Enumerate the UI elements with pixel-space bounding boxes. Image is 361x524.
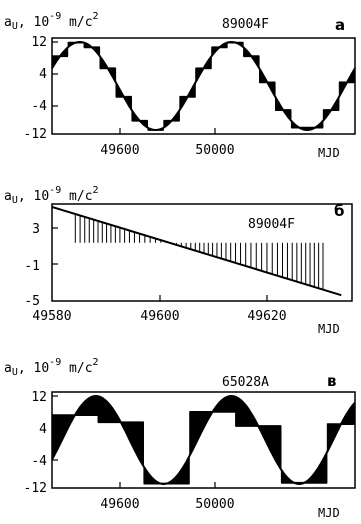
panel-c-yticks: 12 4 -4 -12: [24, 390, 58, 496]
panel-b-frame: [51, 203, 353, 302]
panel-a-xticks: 49600 50000: [100, 128, 235, 158]
panel-a-yticks: 12 4 -4 -12: [24, 35, 58, 142]
panel-a-step-series: [52, 41, 355, 131]
panel-a-object-label: 89004F: [222, 17, 269, 32]
panel-b-letter: б: [334, 202, 344, 220]
panel-b-ylabel: aU, 10-9 m/c2: [4, 185, 99, 206]
panel-c-ytick-12: 12: [31, 390, 47, 405]
panel-a-xtick-50000: 50000: [195, 143, 234, 158]
panel-a-sine-curve: [51, 41, 356, 131]
panel-c-step-series: [52, 410, 355, 485]
panel-b-trend-line: [51, 205, 342, 297]
panel-c-fill-series: [51, 395, 356, 485]
panel-b-xlabel: MJD: [318, 322, 340, 336]
panel-b: aU, 10-9 m/c2 89004F б 3 -1 -5 49580 496…: [4, 185, 353, 336]
panel-a-frame: [51, 37, 356, 135]
panel-c-fill-segment-2: [143, 455, 190, 485]
panel-a-ytick-4: 4: [39, 67, 47, 82]
panel-b-ytick-3: 3: [32, 222, 40, 237]
panel-b-xtick-49600: 49600: [140, 309, 179, 324]
panel-c-xtick-50000: 50000: [195, 497, 234, 512]
panel-a-ylabel: aU, 10-9 m/c2: [4, 11, 99, 32]
panel-c-xtick-49600: 49600: [100, 497, 139, 512]
panel-a-letter: а: [335, 16, 345, 34]
panel-b-ytick-m1: -1: [24, 259, 40, 274]
panel-a-xtick-49600: 49600: [100, 143, 139, 158]
panel-b-yticks: 3 -1 -5: [24, 222, 58, 309]
panel-b-xtick-49580: 49580: [32, 309, 71, 324]
panel-a: aU, 10-9 m/c2 89004F а 12 4 -4 -12 49600…: [4, 11, 356, 160]
panel-c-fill-segment-3: [189, 395, 236, 457]
panel-c: aU, 10-9 m/c2 65028A в 12 4 -4 -12 49600…: [4, 357, 356, 520]
panel-a-ytick-12: 12: [31, 35, 47, 50]
panel-c-xticks: 49600 50000: [100, 482, 235, 512]
panel-c-ytick-m12: -12: [24, 481, 47, 496]
panel-c-ytick-4: 4: [39, 422, 47, 437]
panel-c-xlabel: MJD: [318, 506, 340, 520]
panel-a-ytick-m4: -4: [31, 99, 47, 114]
panel-a-xlabel: MJD: [318, 146, 340, 160]
panel-c-object-label: 65028A: [222, 375, 269, 390]
panel-c-letter: в: [327, 372, 337, 390]
panel-a-fill-series: [51, 41, 356, 131]
panel-c-fill-segment-0: [51, 395, 99, 461]
panel-b-xtick-49620: 49620: [247, 309, 286, 324]
panel-a-ytick-m12: -12: [24, 127, 47, 142]
panel-c-ylabel: aU, 10-9 m/c2: [4, 357, 99, 378]
panel-c-ytick-m4: -4: [31, 454, 47, 469]
panel-b-object-label: 89004F: [248, 217, 295, 232]
panel-b-ytick-m5: -5: [24, 294, 40, 309]
panel-b-xticks: 49580 49600 49620: [32, 295, 287, 324]
